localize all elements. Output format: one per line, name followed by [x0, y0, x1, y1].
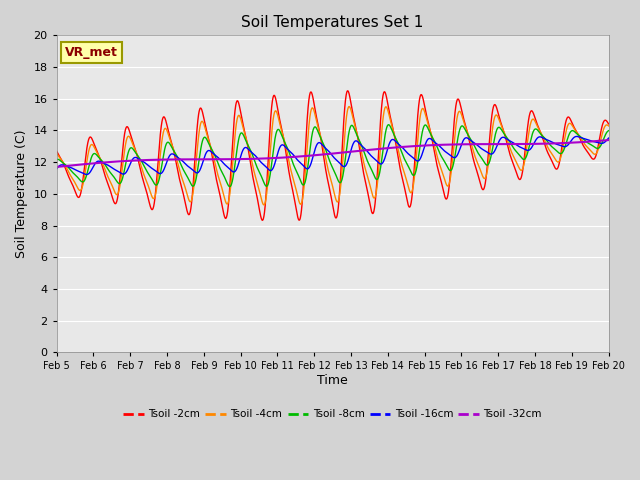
Title: Soil Temperatures Set 1: Soil Temperatures Set 1 — [241, 15, 424, 30]
Y-axis label: Soil Temperature (C): Soil Temperature (C) — [15, 130, 28, 258]
X-axis label: Time: Time — [317, 374, 348, 387]
Text: VR_met: VR_met — [65, 46, 118, 59]
Legend: Tsoil -2cm, Tsoil -4cm, Tsoil -8cm, Tsoil -16cm, Tsoil -32cm: Tsoil -2cm, Tsoil -4cm, Tsoil -8cm, Tsoi… — [119, 405, 546, 423]
